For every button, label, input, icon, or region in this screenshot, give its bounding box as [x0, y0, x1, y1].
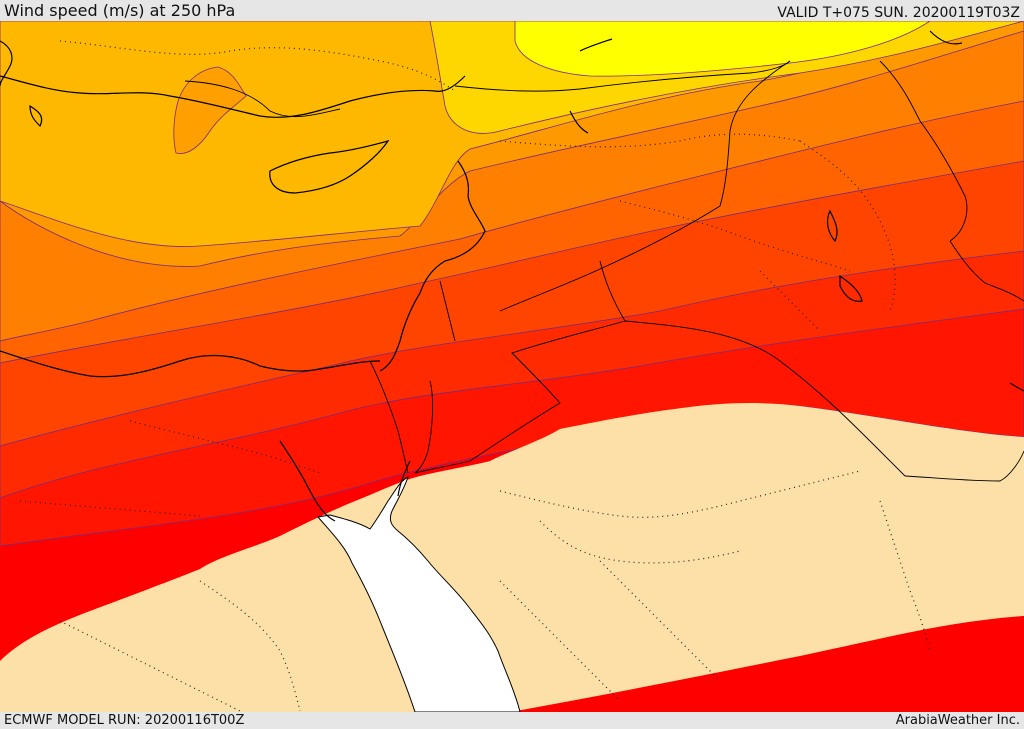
low-wind-area — [0, 403, 1024, 712]
header-bar: Wind speed (m/s) at 250 hPa VALID T+075 … — [0, 0, 1024, 21]
model-run-label: ECMWF MODEL RUN: 20200116T00Z — [4, 713, 245, 728]
band-patch — [173, 66, 247, 154]
country-borders — [184, 60, 1024, 482]
coastlines — [0, 30, 1024, 522]
band-yellow — [514, 21, 931, 77]
valid-time: VALID T+075 SUN. 20200119T03Z — [777, 5, 1020, 21]
dotted-boundaries — [19, 40, 931, 712]
map-title: Wind speed (m/s) at 250 hPa — [4, 1, 236, 20]
footer-bar: ECMWF MODEL RUN: 20200116T00Z ArabiaWeat… — [0, 712, 1024, 729]
band-south-red — [510, 616, 1024, 712]
wind-speed-map — [0, 21, 1024, 712]
red-sea — [317, 476, 521, 712]
credit-label: ArabiaWeather Inc. — [895, 713, 1020, 728]
